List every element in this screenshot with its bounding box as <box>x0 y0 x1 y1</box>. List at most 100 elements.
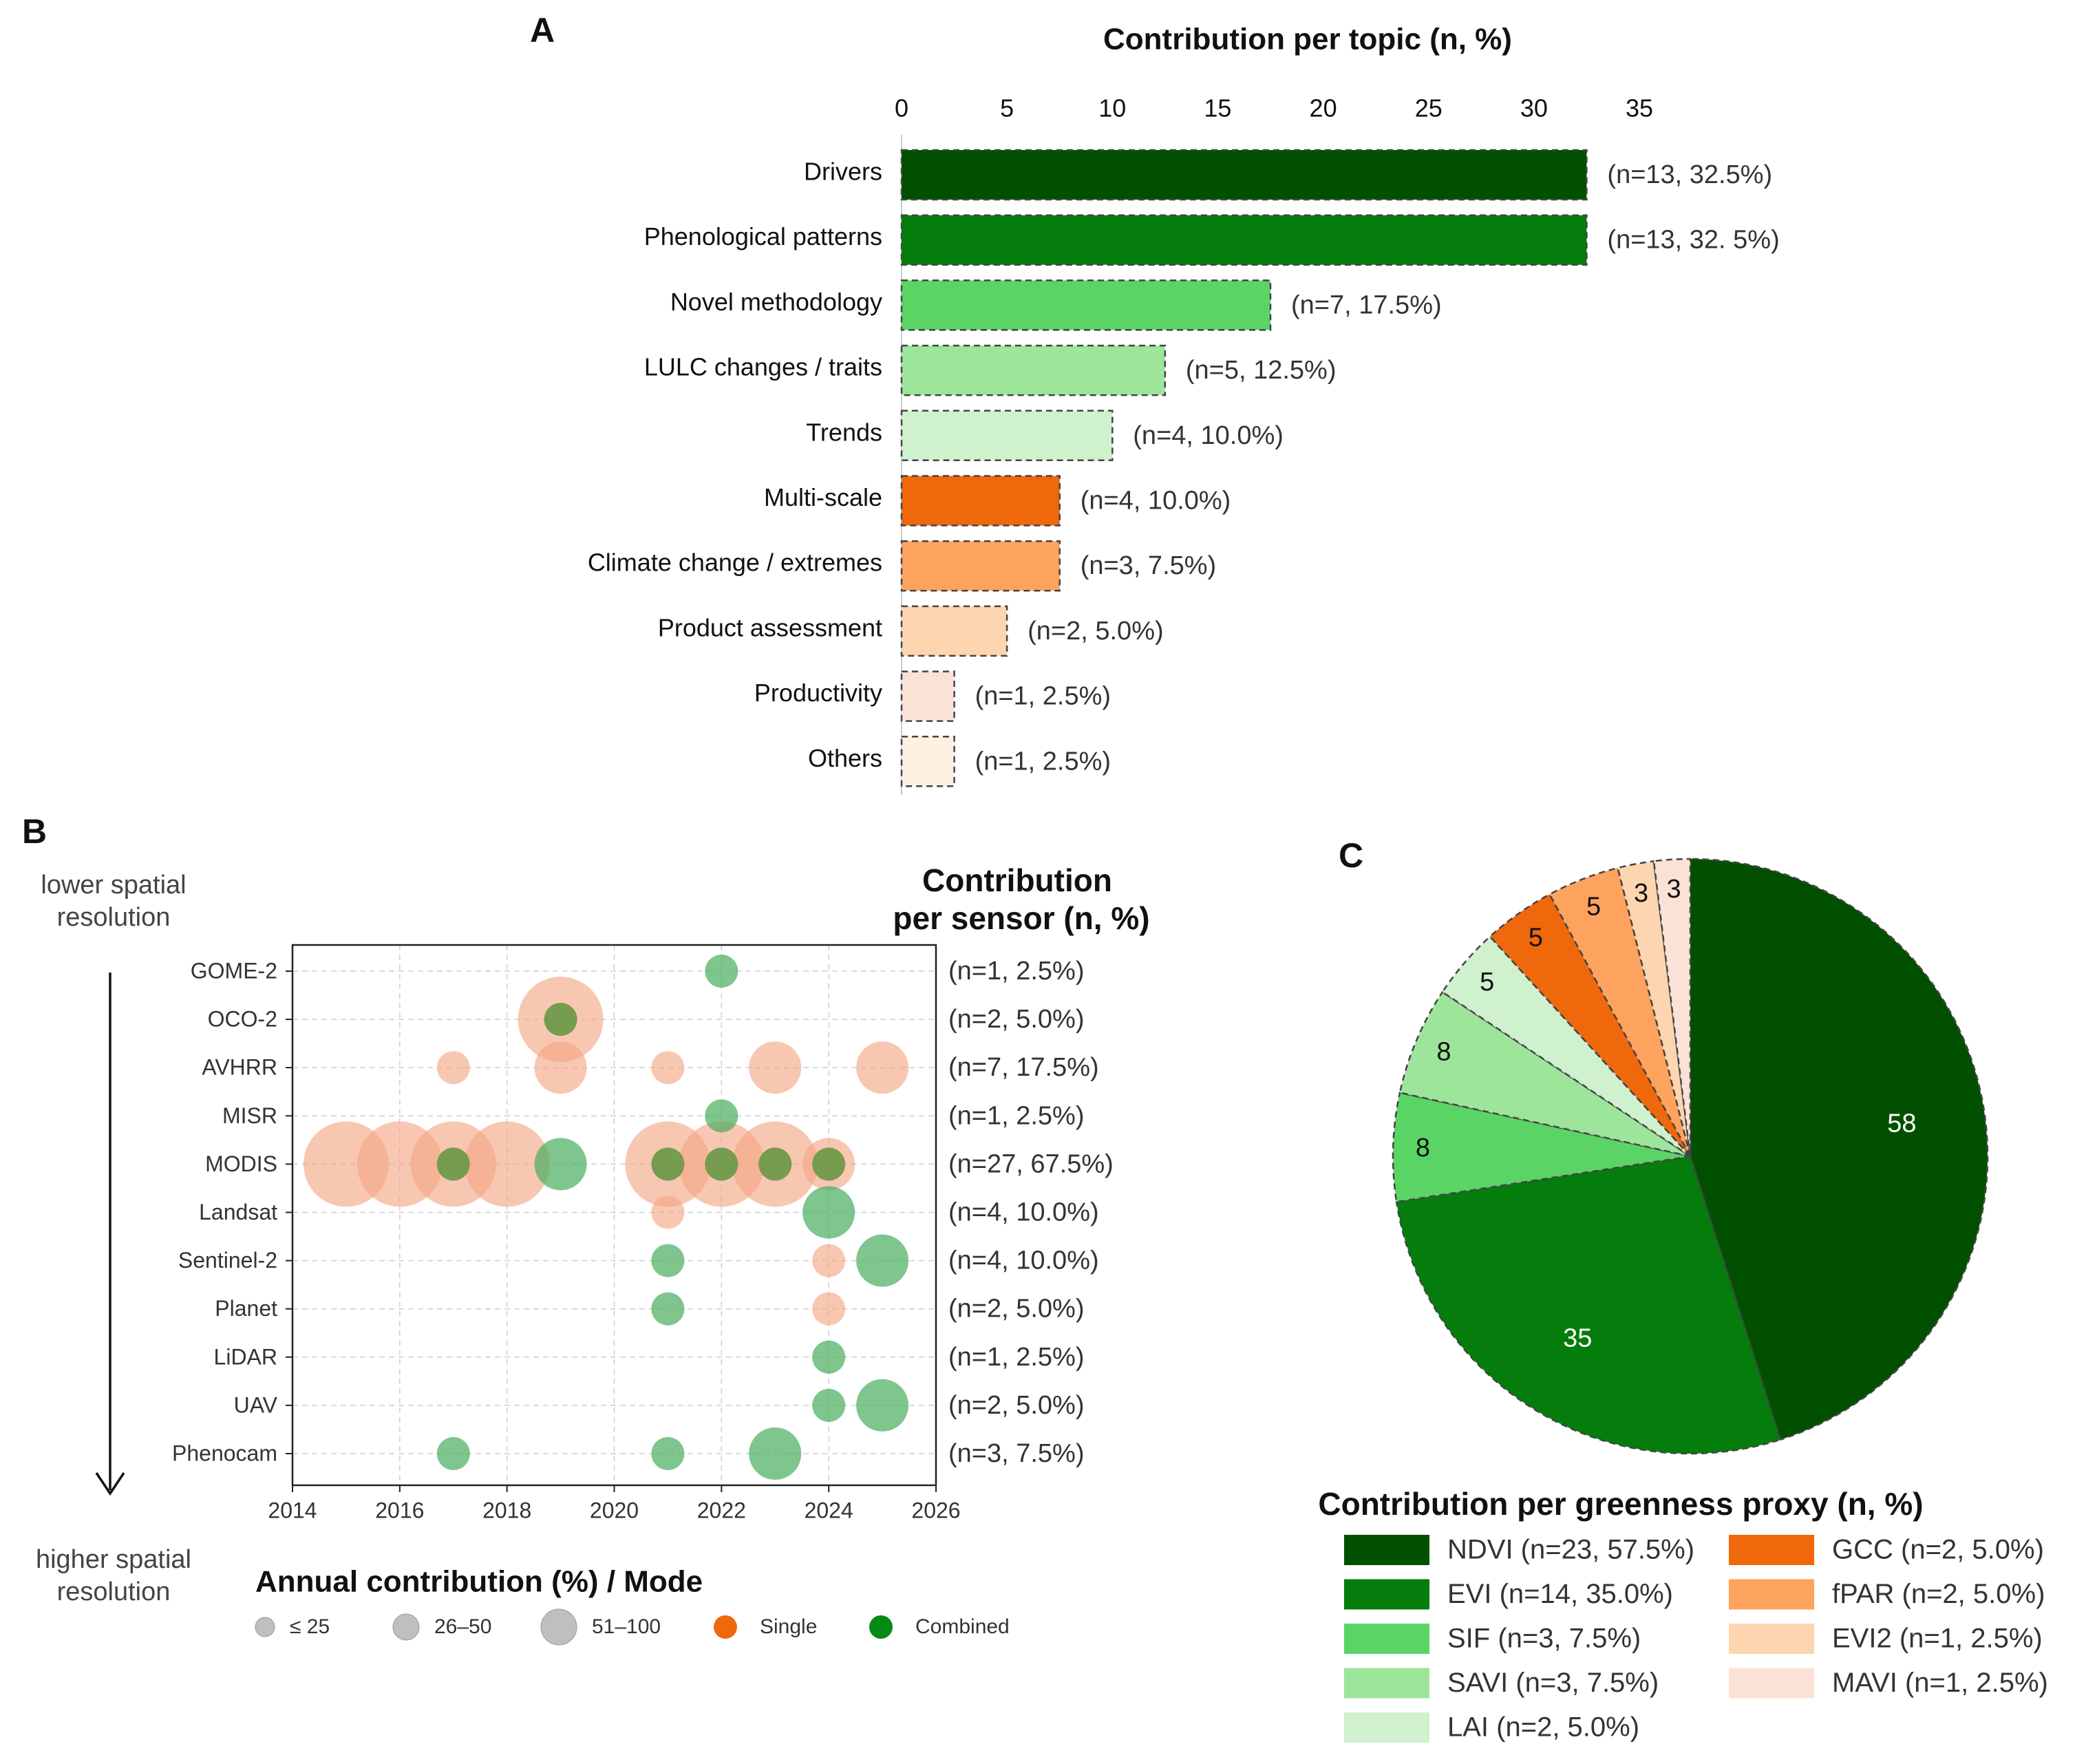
chart-a-title: Contribution per topic (n, %) <box>1103 23 1512 56</box>
chart-a-bar <box>900 279 1272 331</box>
chart-c-legend-label: MAVI (n=1, 2.5%) <box>1832 1668 2048 1698</box>
chart-a-category-label: Trends <box>806 418 882 446</box>
pie-slice-label: 35 <box>1563 1324 1592 1352</box>
bubble-single <box>534 1041 587 1094</box>
pie-slice-label: 58 <box>1887 1109 1916 1138</box>
chart-a-bar <box>900 605 1008 657</box>
bubble-combined <box>651 1292 685 1326</box>
chart-a-value-label: (n=2, 5.0%) <box>1028 617 1164 646</box>
chart-c-legend-label: EVI2 (n=1, 2.5%) <box>1832 1624 2043 1654</box>
chart-b-sensor-total: (n=2, 5.0%) <box>948 1005 1085 1034</box>
chart-c-legend-label: EVI (n=14, 35.0%) <box>1447 1579 1673 1609</box>
bubble-single <box>651 1196 685 1229</box>
bubble-combined <box>534 1138 587 1191</box>
pie-slice <box>1652 858 1692 1157</box>
chart-b-sensor-label: GOME-2 <box>191 958 277 983</box>
panel-label-b: B <box>22 812 47 851</box>
chart-c-legend-label: fPAR (n=2, 5.0%) <box>1832 1579 2045 1609</box>
bubble-combined <box>651 1244 685 1277</box>
chart-a-value-label: (n=7, 17.5%) <box>1291 290 1442 319</box>
pie-slice-label: 5 <box>1586 892 1601 921</box>
chart-b-sensor-total: (n=27, 67.5%) <box>948 1149 1114 1178</box>
chart-a-x-tick-label: 10 <box>1098 94 1126 123</box>
pie-slice-label: 3 <box>1666 875 1681 904</box>
chart-a-category-label: Others <box>808 744 882 772</box>
chart-a-value-label: (n=13, 32.5%) <box>1607 160 1772 189</box>
bubble-single <box>651 1051 685 1085</box>
chart-a-category-label: Multi-scale <box>764 483 882 511</box>
chart-b-sensor-total: (n=2, 5.0%) <box>948 1295 1085 1324</box>
chart-b-x-tick-label: 2018 <box>482 1498 531 1522</box>
chart-a-bar <box>900 475 1061 527</box>
pie-slice-label: 8 <box>1436 1037 1451 1066</box>
chart-c-legend-label: LAI (n=2, 5.0%) <box>1447 1712 1639 1743</box>
pie-slice <box>1398 990 1691 1158</box>
bubble-combined <box>802 1186 855 1239</box>
pie-slice <box>1617 860 1692 1157</box>
chart-b-legend-title: Annual contribution (%) / Mode <box>255 1565 703 1599</box>
panel-c: C 58 35 8 8 5 5 5 3 3 Contribution per greenness p… <box>1318 836 2048 1743</box>
chart-a-category-label: Productivity <box>754 679 882 707</box>
chart-a-category-label: LULC changes / traits <box>644 353 882 381</box>
chart-b-title-line1: Contribution <box>922 862 1112 898</box>
pie-slice <box>1689 858 1989 1441</box>
chart-b-legend-size-label: 51–100 <box>592 1615 661 1638</box>
chart-b-legend-combined-marker <box>869 1615 893 1639</box>
bubble-combined <box>705 1147 738 1181</box>
chart-a-bar <box>900 344 1167 396</box>
chart-b-legend-size-label: ≤ 25 <box>290 1615 330 1638</box>
bubble-combined <box>812 1388 846 1422</box>
chart-b-legend-single-marker <box>714 1615 737 1639</box>
chart-b-sensor-total: (n=4, 10.0%) <box>948 1198 1099 1227</box>
chart-a-value-label: (n=13, 32. 5%) <box>1607 226 1779 255</box>
chart-b-x-tick-label: 2014 <box>268 1498 317 1522</box>
bubble-combined <box>651 1147 685 1181</box>
chart-b-x-tick-label: 2022 <box>697 1498 746 1522</box>
pie-slice <box>1392 1092 1691 1203</box>
bubble-single <box>436 1051 470 1085</box>
bubble-combined <box>856 1234 909 1287</box>
chart-c-legend-swatch <box>1729 1579 1814 1610</box>
chart-c-legend-swatch <box>1344 1712 1429 1743</box>
chart-c-legend-swatch <box>1344 1668 1429 1699</box>
chart-b-legend-size-marker <box>392 1613 420 1641</box>
chart-a-value-label: (n=1, 2.5%) <box>975 747 1111 776</box>
bubble-combined <box>749 1427 802 1480</box>
chart-a-value-label: (n=4, 10.0%) <box>1081 487 1231 516</box>
chart-b-sensor-total: (n=4, 10.0%) <box>948 1246 1099 1275</box>
chart-b-sensor-label: OCO-2 <box>208 1007 277 1032</box>
chart-a-x-tick-label: 20 <box>1310 94 1337 123</box>
chart-a-bar <box>900 410 1114 462</box>
chart-b-sensor-total: (n=3, 7.5%) <box>948 1439 1085 1468</box>
panel-a: A Contribution per topic (n, %) 0 5 10 15 20 25… <box>530 11 1780 795</box>
chart-b-x-tick-label: 2020 <box>590 1498 639 1522</box>
chart-b-sensor-label: Sentinel-2 <box>178 1248 277 1273</box>
bubble-combined <box>812 1340 846 1374</box>
pie-slice <box>1489 893 1692 1157</box>
resolution-arrow-head <box>95 1472 125 1496</box>
chart-c-legend-swatch <box>1344 1579 1429 1610</box>
chart-a-bar <box>900 670 955 722</box>
chart-b-sensor-total: (n=7, 17.5%) <box>948 1053 1099 1082</box>
pie-slice-label: 5 <box>1480 968 1494 997</box>
chart-c-legend-swatch <box>1344 1535 1429 1565</box>
bubble-combined <box>856 1379 909 1432</box>
chart-b-sensor-label: LiDAR <box>214 1344 277 1369</box>
chart-b-annotation-bottom: resolution <box>57 1577 171 1606</box>
bubble-combined <box>651 1437 685 1470</box>
panel-label-a: A <box>530 11 555 50</box>
bubble-single <box>749 1041 802 1094</box>
chart-c-legend-swatch <box>1729 1668 1814 1699</box>
bubble-combined <box>436 1437 470 1470</box>
chart-b-sensor-label: UAV <box>234 1392 278 1417</box>
chart-a-bar <box>900 736 955 787</box>
chart-b-sensor-label: MODIS <box>205 1151 277 1176</box>
chart-a-x-tick-label: 5 <box>1000 94 1014 123</box>
chart-a-category-label: Phenological patterns <box>644 222 882 251</box>
chart-c-legend-label: SAVI (n=3, 7.5%) <box>1447 1668 1659 1698</box>
pie-slice-label: 3 <box>1634 879 1648 908</box>
chart-b-sensor-total: (n=1, 2.5%) <box>948 1343 1085 1372</box>
chart-b-legend-size-marker <box>540 1608 577 1646</box>
